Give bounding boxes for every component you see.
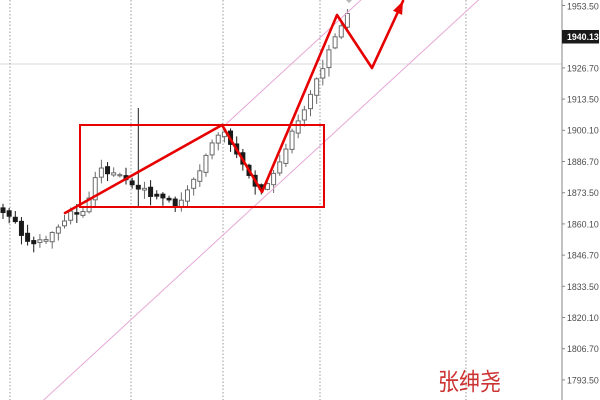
svg-text:1873.50: 1873.50 [567,188,599,198]
svg-text:1846.70: 1846.70 [567,251,599,261]
svg-text:1793.50: 1793.50 [567,376,599,386]
svg-text:1860.10: 1860.10 [567,220,599,230]
svg-text:1926.70: 1926.70 [567,64,599,74]
svg-text:1953.50: 1953.50 [567,2,599,12]
svg-text:1833.50: 1833.50 [567,282,599,292]
svg-text:张绅尧: 张绅尧 [438,369,501,396]
svg-text:1940.13: 1940.13 [567,32,599,42]
svg-text:1900.10: 1900.10 [567,126,599,136]
svg-text:1820.10: 1820.10 [567,313,599,323]
svg-text:1806.70: 1806.70 [567,344,599,354]
svg-text:1886.70: 1886.70 [567,157,599,167]
svg-text:1913.50: 1913.50 [567,95,599,105]
